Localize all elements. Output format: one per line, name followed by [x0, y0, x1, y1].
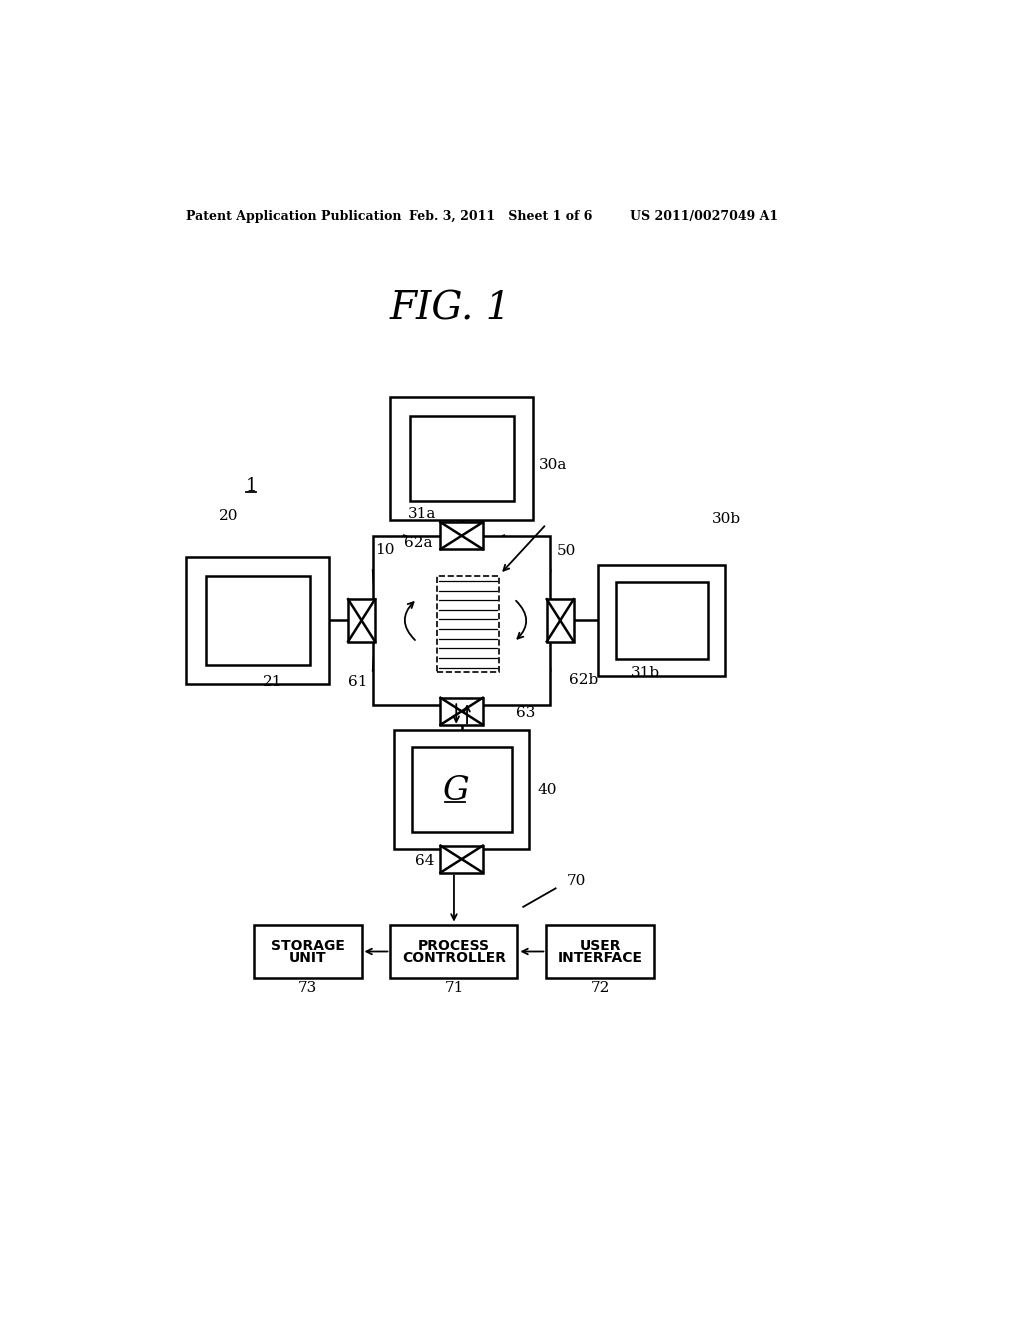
Text: 31b: 31b	[631, 665, 660, 680]
Text: 63: 63	[515, 706, 535, 719]
Text: 30a: 30a	[539, 458, 567, 471]
Bar	[410, 416, 514, 502]
Text: Feb. 3, 2011   Sheet 1 of 6: Feb. 3, 2011 Sheet 1 of 6	[410, 210, 593, 223]
Text: 10: 10	[376, 543, 395, 557]
Text: PROCESS: PROCESS	[418, 939, 489, 953]
Bar	[206, 576, 309, 665]
Bar	[440, 698, 483, 725]
Bar	[390, 397, 532, 520]
Text: UNIT: UNIT	[289, 952, 327, 965]
Text: USER: USER	[580, 939, 621, 953]
Bar	[440, 846, 483, 873]
Text: 61: 61	[348, 675, 368, 689]
Text: STORAGE: STORAGE	[270, 939, 345, 953]
Text: Patent Application Publication: Patent Application Publication	[186, 210, 401, 223]
Text: 62b: 62b	[569, 673, 599, 688]
Text: FIG. 1: FIG. 1	[389, 290, 511, 327]
Text: 20: 20	[219, 510, 239, 524]
Text: 30b: 30b	[712, 512, 741, 525]
Bar	[547, 924, 654, 978]
Bar	[412, 747, 512, 832]
Text: 71: 71	[444, 982, 464, 995]
Text: INTERFACE: INTERFACE	[558, 952, 643, 965]
Text: 40: 40	[538, 783, 557, 797]
Bar	[254, 924, 361, 978]
Bar	[373, 536, 550, 705]
Bar	[547, 599, 573, 642]
Bar	[348, 599, 375, 642]
Bar	[394, 730, 529, 850]
Text: 73: 73	[298, 982, 317, 995]
Text: 1: 1	[246, 477, 258, 495]
Bar	[390, 924, 517, 978]
Text: 70: 70	[567, 874, 587, 887]
Text: CONTROLLER: CONTROLLER	[402, 952, 506, 965]
Bar	[437, 576, 499, 672]
Text: G: G	[442, 775, 469, 808]
Text: 72: 72	[591, 982, 610, 995]
Bar	[186, 557, 329, 684]
Text: 21: 21	[263, 675, 283, 689]
Bar	[615, 582, 708, 659]
Text: 31a: 31a	[408, 507, 436, 521]
Bar	[440, 523, 483, 549]
Text: US 2011/0027049 A1: US 2011/0027049 A1	[630, 210, 777, 223]
Text: 62a: 62a	[403, 536, 432, 550]
Text: 50: 50	[556, 544, 575, 558]
Text: 64: 64	[416, 854, 435, 867]
Bar	[598, 565, 725, 676]
